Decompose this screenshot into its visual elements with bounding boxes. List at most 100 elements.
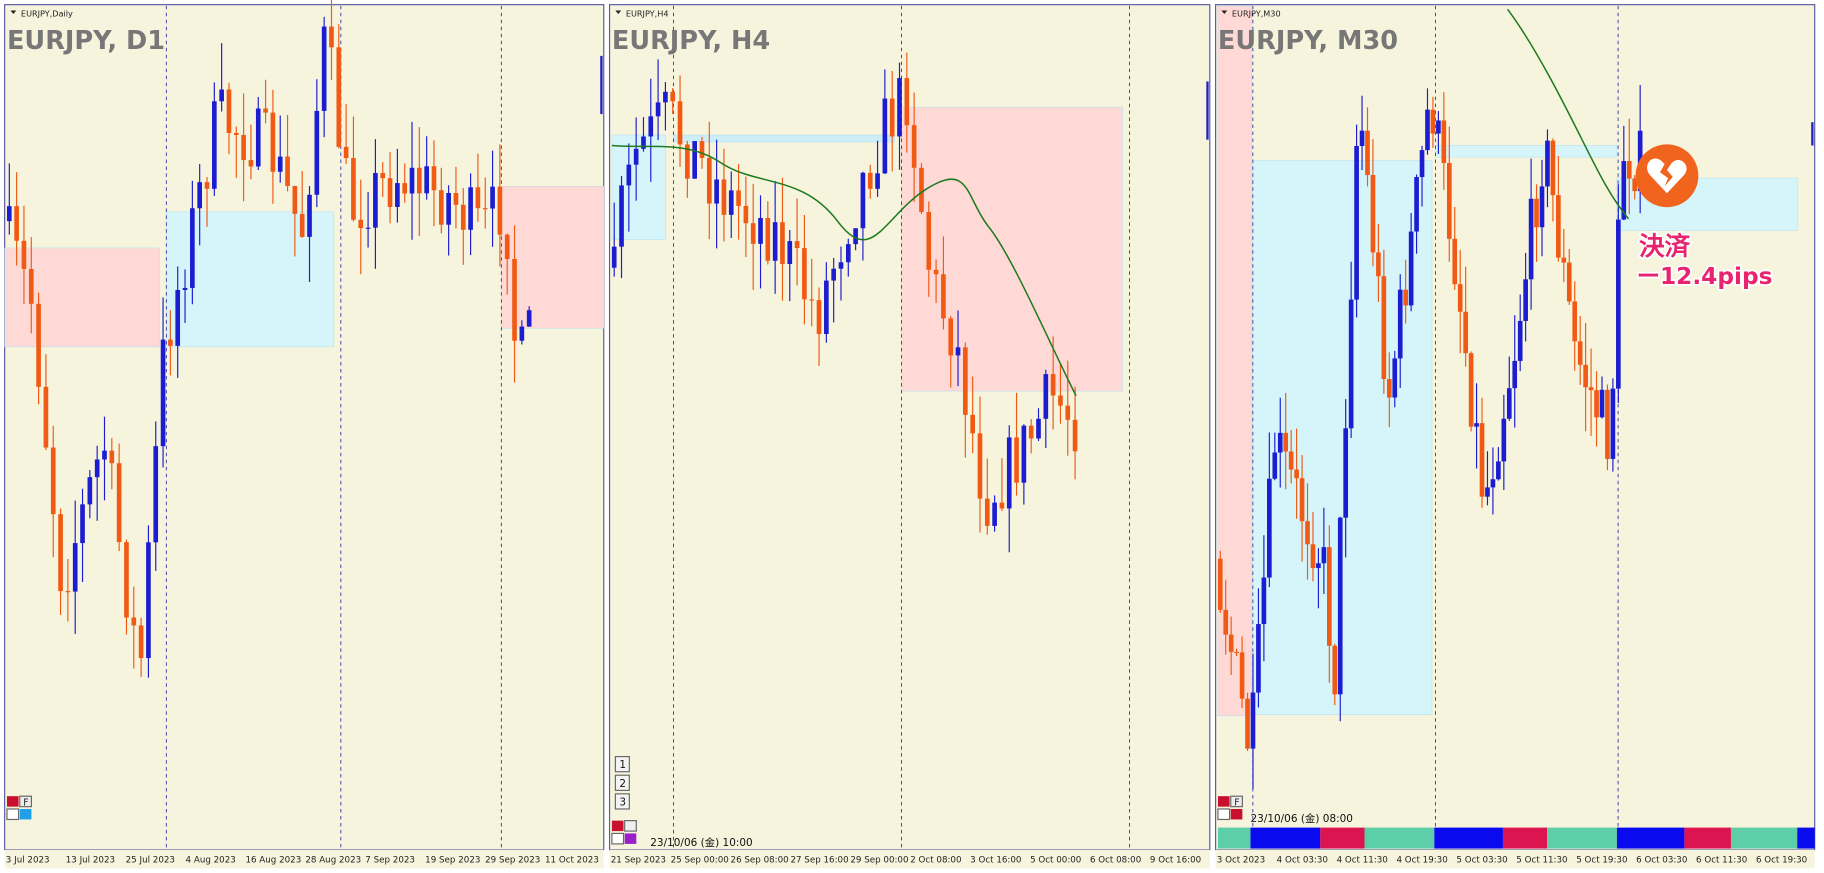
chart-window: EURJPY,M30 EURJPY, M30 3 Oct 2023 4 Oct 03:… [1215, 4, 1816, 869]
candle-body [519, 326, 525, 341]
session-cell [1684, 827, 1731, 849]
candle-body [860, 172, 866, 229]
candle-body [197, 182, 203, 209]
close-button[interactable] [611, 820, 624, 832]
candle-body [1446, 163, 1452, 239]
candle-body [270, 112, 276, 172]
candle-body [750, 223, 756, 244]
color-button[interactable] [1230, 808, 1243, 820]
candle-body [1632, 178, 1638, 192]
time-label: 6 Oct 03:30 [1636, 856, 1687, 866]
object-button[interactable] [614, 774, 630, 791]
candle-body [1490, 479, 1496, 488]
candle-body [772, 222, 778, 261]
candle-body [1588, 387, 1594, 391]
candle-body [460, 204, 466, 230]
candle-body [816, 300, 822, 334]
candle-body [853, 228, 858, 245]
min-button[interactable] [624, 820, 637, 832]
min-button[interactable] [19, 795, 32, 808]
candle-body [619, 185, 624, 247]
candle-body [87, 477, 93, 505]
candle-body [1545, 140, 1550, 187]
candle-body [153, 446, 159, 543]
zone [4, 247, 160, 348]
candle-body [1272, 452, 1278, 479]
candle-body [1468, 353, 1474, 427]
candle-body [204, 182, 210, 189]
time-label: 3 Oct 16:00 [970, 856, 1021, 866]
time-label: 5 Oct 03:30 [1456, 856, 1507, 866]
symbol-label: EURJPY,M30 [1232, 8, 1281, 18]
time-label: 6 Oct 11:30 [1696, 856, 1747, 866]
candle-body [1239, 652, 1245, 699]
x-button[interactable] [1217, 808, 1231, 821]
candle-body [21, 240, 27, 269]
candle-body [1441, 120, 1447, 164]
candle-body [677, 101, 683, 145]
candle-body [1425, 109, 1430, 151]
candle-body [175, 289, 181, 346]
color-button[interactable] [19, 808, 32, 820]
f-button[interactable]: F [1234, 797, 1239, 808]
candle-body [824, 280, 829, 334]
object-button[interactable] [614, 793, 630, 810]
time-label: 25 Jul 2023 [126, 856, 175, 866]
candle-body [58, 514, 63, 592]
candle-body [633, 148, 639, 165]
candle-body [1430, 109, 1436, 134]
candle-body [721, 179, 727, 215]
candle-body [336, 47, 342, 147]
min-button[interactable] [1230, 795, 1243, 808]
color-button[interactable] [624, 833, 637, 844]
candle-body [365, 227, 371, 229]
candle-body [1436, 120, 1441, 134]
candle-body [43, 386, 49, 448]
annotation-result: ー12.4pips [1637, 263, 1773, 290]
time-label: 4 Oct 11:30 [1337, 856, 1388, 866]
close-button[interactable] [6, 796, 19, 807]
candle-body [1316, 563, 1321, 569]
time-axis [1215, 849, 1815, 869]
candle-body [233, 132, 239, 135]
candle-body [1310, 544, 1316, 569]
candle-body [941, 274, 946, 319]
candle-body [468, 187, 473, 230]
candle-body [1348, 299, 1354, 429]
candle-body [146, 542, 151, 659]
close-button[interactable] [1217, 796, 1230, 807]
candle-body [1452, 238, 1458, 285]
candle-body [380, 173, 386, 179]
zone [1217, 5, 1252, 717]
time-label: 26 Sep 08:00 [731, 856, 789, 866]
candle-body [1006, 437, 1012, 509]
candle-body [138, 625, 144, 659]
candle-body [219, 89, 224, 102]
candle-body [1267, 478, 1272, 578]
candle-body [780, 222, 785, 264]
object-button[interactable] [614, 756, 630, 773]
candle-body [116, 463, 122, 543]
candle-body [794, 241, 800, 249]
candle-body [1517, 320, 1523, 361]
candle-body [1065, 405, 1071, 420]
object-label[interactable]: 3 [619, 796, 626, 808]
candle-body [699, 141, 705, 158]
time-label: 16 Aug 2023 [245, 856, 301, 866]
candle-body [845, 244, 851, 263]
x-button[interactable] [6, 808, 20, 821]
time-label: 5 Oct 19:30 [1576, 856, 1627, 866]
time-label: 3 Oct 2023 [1217, 856, 1265, 866]
candle-body [1474, 423, 1479, 427]
object-label[interactable]: 2 [619, 778, 626, 790]
candle-body [409, 167, 415, 194]
f-button[interactable]: F [23, 797, 28, 808]
chart-window: EURJPY,Daily EURJPY, D1 3 Jul 2023 13 Jul 2… [4, 0, 605, 869]
chart-area [4, 4, 605, 851]
x-button[interactable] [611, 832, 625, 845]
candle-body [329, 26, 334, 48]
object-label[interactable]: 1 [619, 759, 626, 771]
candle-body [1605, 389, 1610, 459]
candle-body [875, 173, 880, 189]
candle-body [963, 347, 968, 415]
